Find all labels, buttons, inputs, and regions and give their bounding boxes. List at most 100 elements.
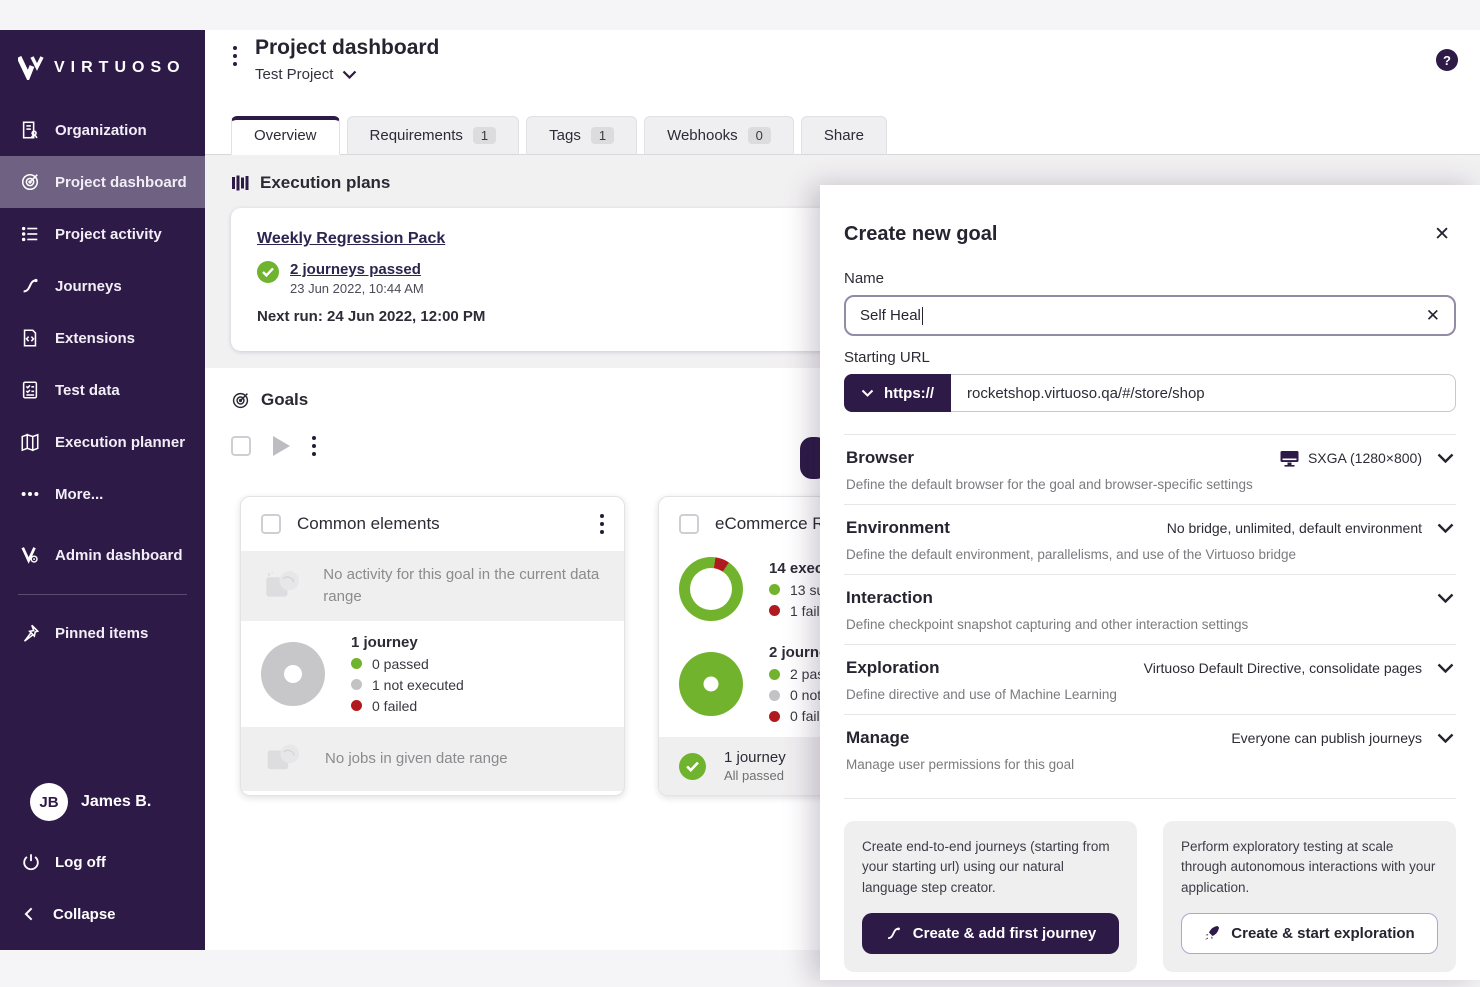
footer-journey-count: 1 journey xyxy=(724,749,786,766)
dashboard-target-icon xyxy=(19,171,41,193)
chevron-down-icon[interactable] xyxy=(1437,733,1454,743)
log-off-button[interactable]: Log off xyxy=(0,842,205,882)
exploration-option-card: Perform exploratory testing at scale thr… xyxy=(1163,821,1456,972)
sidebar-item-label: Organization xyxy=(55,121,147,139)
chevron-down-icon[interactable] xyxy=(1437,523,1454,533)
sidebar-item-more[interactable]: More... xyxy=(0,468,205,520)
legend-label: 0 passed xyxy=(372,655,429,672)
goals-toolbar xyxy=(231,436,1454,456)
url-scheme-dropdown[interactable]: https:// xyxy=(844,374,951,412)
clear-input-icon[interactable]: ✕ xyxy=(1425,305,1440,325)
sidebar-item-project-dashboard[interactable]: Project dashboard xyxy=(0,156,205,208)
goal-name-input[interactable]: Self Heal ✕ xyxy=(844,295,1456,336)
create-add-first-journey-button[interactable]: Create & add first journey xyxy=(862,912,1119,954)
close-icon[interactable]: ✕ xyxy=(1434,224,1450,245)
organization-icon xyxy=(19,119,41,141)
admin-dashboard-icon xyxy=(19,544,41,566)
execution-plans-heading: Execution plans xyxy=(260,173,391,192)
goal-checkbox[interactable] xyxy=(679,514,699,534)
section-title: Interaction xyxy=(846,588,933,607)
collapse-button[interactable]: Collapse xyxy=(0,894,205,934)
chevron-down-icon[interactable] xyxy=(1437,453,1454,463)
plan-name-link[interactable]: Weekly Regression Pack xyxy=(257,230,446,247)
page-title: Project dashboard xyxy=(255,36,440,59)
section-browser[interactable]: Browser SXGA (1280×800) Define the defau… xyxy=(844,434,1456,504)
goal-card-title: Common elements xyxy=(297,514,440,533)
sidebar-item-organization[interactable]: Organization xyxy=(0,104,205,156)
user-menu[interactable]: JB James B. xyxy=(0,778,205,826)
section-value: SXGA (1280×800) xyxy=(1307,450,1422,466)
activity-list-icon xyxy=(19,223,41,245)
sidebar-item-label: Extensions xyxy=(55,329,136,347)
create-goal-panel: Create new goal ✕ Name Self Heal ✕ Start… xyxy=(820,185,1480,980)
section-exploration[interactable]: Exploration Virtuoso Default Directive, … xyxy=(844,644,1456,714)
button-label: Create & start exploration xyxy=(1231,924,1415,942)
section-title: Environment xyxy=(846,518,950,537)
log-off-label: Log off xyxy=(55,853,106,871)
starting-url-input[interactable]: rocketshop.virtuoso.qa/#/store/shop xyxy=(951,374,1456,412)
panel-title: Create new goal xyxy=(844,223,998,245)
sidebar-item-label: More... xyxy=(55,485,104,503)
sidebar-item-journeys[interactable]: Journeys xyxy=(0,260,205,312)
page-kebab-menu[interactable] xyxy=(233,46,237,66)
tab-requirements[interactable]: Requirements 1 xyxy=(346,116,520,155)
sidebar-nav: Organization Project dashboard Project a… xyxy=(0,104,205,659)
chevron-down-icon[interactable] xyxy=(1437,663,1454,673)
last-run-time: 23 Jun 2022, 10:44 AM xyxy=(290,281,424,296)
tab-label: Share xyxy=(823,126,864,144)
sidebar-item-label: Project dashboard xyxy=(55,173,187,191)
goal-checkbox[interactable] xyxy=(261,514,281,534)
brand-name: VIRTUOSO xyxy=(54,59,186,76)
tab-overview[interactable]: Overview xyxy=(231,116,340,155)
select-all-checkbox[interactable] xyxy=(231,436,251,456)
create-start-exploration-button[interactable]: Create & start exploration xyxy=(1181,912,1438,954)
goal-card-kebab-menu[interactable] xyxy=(600,514,604,534)
run-goals-play-button[interactable] xyxy=(273,436,290,456)
section-desc: Define checkpoint snapshot capturing and… xyxy=(846,617,1249,632)
sidebar-item-admin-dashboard[interactable]: Admin dashboard xyxy=(0,529,205,581)
tab-label: Requirements xyxy=(369,126,463,144)
sidebar-item-pinned-items[interactable]: Pinned items xyxy=(0,607,205,659)
button-label: Create & add first journey xyxy=(912,924,1097,942)
journeys-passed-link[interactable]: 2 journeys passed xyxy=(290,261,421,278)
chevron-down-icon xyxy=(861,389,874,397)
section-title: Manage xyxy=(846,728,910,747)
page-header: Project dashboard Test Project ? Overvie… xyxy=(205,30,1480,155)
chevron-down-icon[interactable] xyxy=(1437,593,1454,603)
sidebar-item-extensions[interactable]: Extensions xyxy=(0,312,205,364)
goals-target-icon xyxy=(232,392,249,408)
executions-donut-chart xyxy=(679,557,743,621)
sidebar-item-label: Project activity xyxy=(55,225,162,243)
project-selector[interactable]: Test Project xyxy=(255,66,357,83)
not-executed-dot-icon xyxy=(769,689,780,701)
journey-icon xyxy=(887,927,900,939)
passed-check-icon xyxy=(257,261,279,283)
tab-label: Tags xyxy=(549,126,581,144)
section-manage[interactable]: Manage Everyone can publish journeys Man… xyxy=(844,714,1456,784)
goals-heading: Goals xyxy=(261,390,309,409)
sidebar-item-label: Execution planner xyxy=(55,433,186,451)
sidebar: VIRTUOSO Organization Project dashboard … xyxy=(0,30,205,950)
goal-settings-sections: Browser SXGA (1280×800) Define the defau… xyxy=(844,434,1456,784)
journeys-donut-chart xyxy=(261,641,325,706)
sidebar-item-label: Test data xyxy=(55,381,120,399)
section-interaction[interactable]: Interaction Define checkpoint snapshot c… xyxy=(844,574,1456,644)
tab-share[interactable]: Share xyxy=(800,116,887,155)
name-label: Name xyxy=(844,270,885,287)
section-environment[interactable]: Environment No bridge, unlimited, defaul… xyxy=(844,504,1456,574)
tab-tags[interactable]: Tags 1 xyxy=(526,116,638,155)
section-value: Everyone can publish journeys xyxy=(1231,730,1422,746)
avatar: JB xyxy=(30,783,68,821)
sidebar-item-test-data[interactable]: Test data xyxy=(0,364,205,416)
passed-dot-icon xyxy=(351,658,362,669)
monitor-icon xyxy=(1280,450,1299,467)
execution-plans-icon xyxy=(232,175,249,191)
no-data-image-icon xyxy=(266,570,299,597)
tab-webhooks[interactable]: Webhooks 0 xyxy=(644,116,794,155)
help-button[interactable]: ? xyxy=(1436,49,1458,71)
section-value: Virtuoso Default Directive, consolidate … xyxy=(1143,660,1422,676)
sidebar-item-execution-planner[interactable]: Execution planner xyxy=(0,416,205,468)
goals-kebab-menu[interactable] xyxy=(312,436,316,456)
sidebar-item-project-activity[interactable]: Project activity xyxy=(0,208,205,260)
